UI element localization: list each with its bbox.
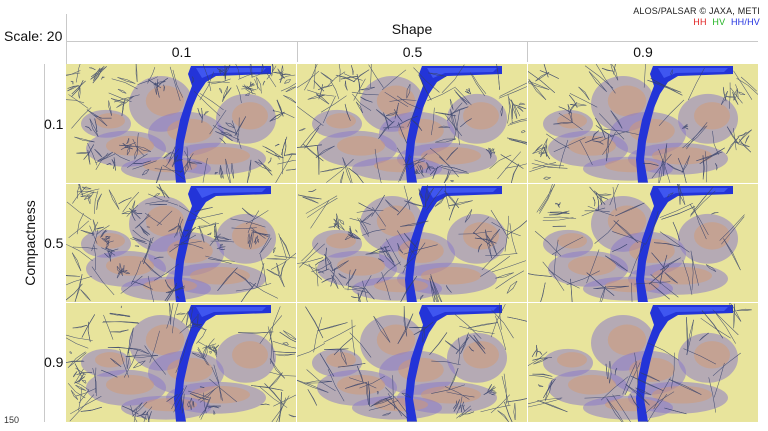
shape-divider xyxy=(66,41,758,42)
segmentation-panel xyxy=(297,183,527,303)
page-number: 150 xyxy=(4,415,20,425)
shape-axis-title: Shape xyxy=(391,21,433,37)
segmentation-panel xyxy=(528,183,758,303)
segmentation-image xyxy=(528,183,758,303)
segmentation-image xyxy=(297,303,527,422)
segmentation-panel xyxy=(66,303,296,422)
segmentation-image xyxy=(66,303,296,422)
compactness-divider xyxy=(44,64,45,422)
segmentation-image xyxy=(66,64,296,183)
legend-hhhv: HH/HV xyxy=(730,17,760,27)
image-credit: ALOS/PALSAR © JAXA, METI HH HV HH/HV xyxy=(633,6,760,28)
segmentation-panel xyxy=(297,303,527,422)
compactness-row-2: 0.5 xyxy=(44,234,64,251)
compactness-row-1: 0.1 xyxy=(44,115,64,132)
segmentation-image xyxy=(297,64,527,183)
legend-hh: HH xyxy=(693,17,707,27)
segmentation-panel xyxy=(528,64,758,183)
credit-text: ALOS/PALSAR © JAXA, METI xyxy=(633,6,760,16)
shape-column-3: 0.9 xyxy=(527,42,758,62)
compactness-axis-title: Compactness xyxy=(22,200,38,286)
scale-label: Scale: 20 xyxy=(4,28,63,44)
shape-column-2: 0.5 xyxy=(297,42,527,62)
channel-legend: HH HV HH/HV xyxy=(633,17,760,28)
compactness-row-3: 0.9 xyxy=(44,354,64,370)
segmentation-panel xyxy=(66,64,296,183)
segmentation-panel xyxy=(528,303,758,422)
segmentation-panel xyxy=(297,64,527,183)
shape-column-1: 0.1 xyxy=(171,44,192,60)
segmentation-panel xyxy=(66,183,296,303)
segmentation-image xyxy=(66,183,296,303)
segmentation-image xyxy=(528,303,758,422)
legend-hv: HV xyxy=(712,17,726,27)
segmentation-image xyxy=(528,64,758,183)
segmentation-image xyxy=(297,183,527,303)
segmentation-grid xyxy=(66,64,758,422)
header-divider xyxy=(66,14,67,64)
